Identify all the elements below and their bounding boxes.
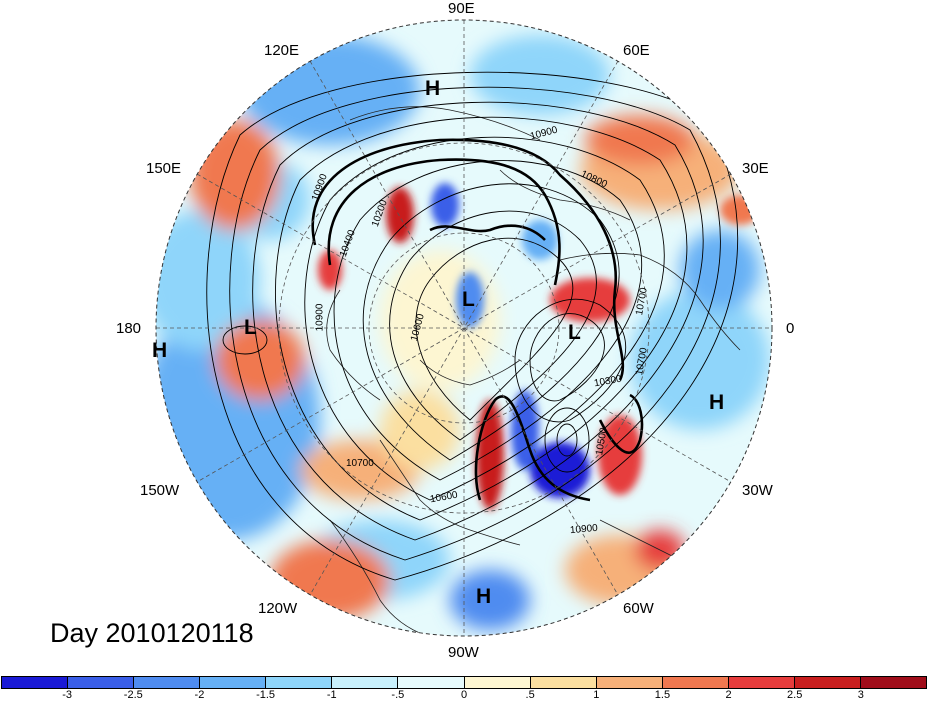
colorbar-cell [398,677,465,688]
colorbar-tick-label: -2 [194,689,205,701]
contour-label: 10700 [346,458,374,469]
longitude-label-30e: 30E [742,160,769,177]
longitude-label-150e: 150E [146,160,182,177]
pressure-center-l: L [568,321,581,344]
colorbar-cell [2,677,69,688]
longitude-label-90e: 90E [448,0,475,17]
colorbar-tick-label: 1.5 [654,689,671,701]
contour-label: 10900 [314,303,326,332]
pressure-center-l: L [244,316,257,339]
colorbar-cell [530,677,597,688]
colorbar-tick-label: 2 [725,689,732,701]
longitude-label-60e: 60E [623,42,650,59]
colorbar-tick-label: -3 [62,689,73,701]
colorbar-tick-label: -2.5 [123,689,143,701]
colorbar-cell [728,677,795,688]
pressure-center-h: H [476,585,492,608]
pressure-center-h: H [709,391,725,414]
colorbar-cell [861,677,927,688]
longitude-label-90w: 90W [448,644,479,661]
colorbar [1,676,927,689]
colorbar-cell [266,677,333,688]
anomaly-field [156,20,772,636]
colorbar-tick-label: 2.5 [787,689,803,701]
longitude-label-120e: 120E [264,42,300,59]
colorbar-cell [464,677,531,688]
longitude-label-150w: 150W [140,482,180,499]
colorbar-tick-label: 1 [593,689,600,701]
colorbar-tick-label: 3 [857,689,864,701]
longitude-label-0: 0 [786,320,795,337]
colorbar-cell [332,677,399,688]
colorbar-tick-label: -1 [326,689,337,701]
colorbar-tick-label: .5 [525,689,535,701]
pressure-center-h: H [152,339,168,362]
colorbar-tick-label: -.5 [391,689,405,701]
colorbar-tick-label: 0 [460,689,468,701]
pressure-center-h: H [425,77,441,100]
longitude-label-30w: 30W [742,482,773,499]
colorbar-cell [134,677,201,688]
colorbar-cell [662,677,729,688]
longitude-label-120w: 120W [258,600,298,617]
date-title: Day 2010120118 [50,618,254,648]
colorbar-cell [68,677,135,688]
colorbar-cell [794,677,862,688]
pressure-center-l: L [462,288,475,311]
longitude-label-60w: 60W [623,600,654,617]
colorbar-cell [200,677,267,688]
colorbar-tick-label: -1.5 [256,689,276,701]
colorbar-cell [596,677,663,688]
longitude-label-180: 180 [116,320,142,337]
